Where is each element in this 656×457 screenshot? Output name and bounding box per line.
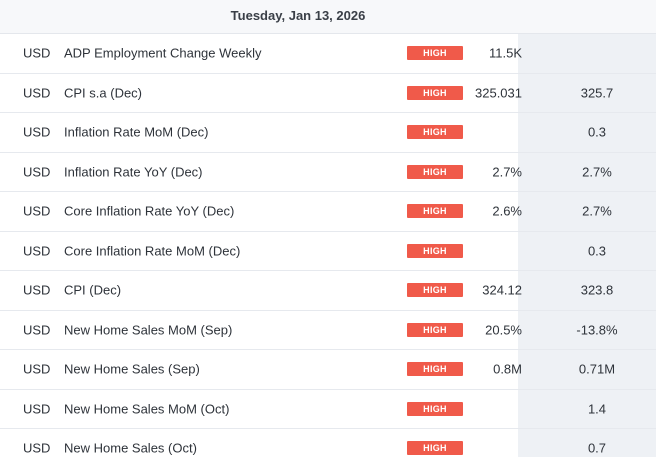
impact-badge: HIGH	[407, 164, 463, 179]
actual-value: 325.031	[475, 85, 522, 101]
currency-label: USD	[23, 361, 51, 377]
impact-badge: HIGH	[407, 322, 463, 337]
event-name[interactable]: New Home Sales (Oct)	[64, 440, 197, 456]
event-row[interactable]: USD Core Inflation Rate YoY (Dec) HIGH 2…	[0, 192, 656, 232]
event-name[interactable]: CPI s.a (Dec)	[64, 85, 143, 101]
currency-label: USD	[23, 164, 51, 180]
actual-value: 2.6%	[492, 203, 522, 219]
impact-badge: HIGH	[407, 441, 463, 456]
date-label: Tuesday, Jan 13, 2026	[230, 8, 366, 23]
impact-badge: HIGH	[407, 204, 463, 219]
previous-value: 325.7	[580, 85, 614, 101]
event-row[interactable]: USD New Home Sales (Sep) HIGH 0.8M 0.71M	[0, 350, 656, 390]
date-header: Tuesday, Jan 13, 2026	[0, 0, 656, 34]
previous-value: 0.3	[587, 243, 607, 259]
event-name[interactable]: Core Inflation Rate MoM (Dec)	[64, 243, 241, 259]
event-row[interactable]: USD CPI (Dec) HIGH 324.12 323.8	[0, 271, 656, 311]
actual-value: 2.7%	[492, 164, 522, 180]
event-name[interactable]: ADP Employment Change Weekly	[64, 45, 262, 61]
impact-badge: HIGH	[407, 243, 463, 258]
currency-label: USD	[23, 282, 51, 298]
previous-value: 2.7%	[582, 164, 612, 180]
currency-label: USD	[23, 322, 51, 338]
event-row[interactable]: USD Inflation Rate MoM (Dec) HIGH 0.3	[0, 113, 656, 153]
previous-column-background	[518, 0, 656, 457]
event-row[interactable]: USD CPI s.a (Dec) HIGH 325.031 325.7	[0, 74, 656, 113]
currency-label: USD	[23, 203, 51, 219]
previous-value: 0.3	[587, 124, 607, 140]
currency-label: USD	[23, 124, 51, 140]
previous-value: 2.7%	[582, 203, 612, 219]
event-name[interactable]: CPI (Dec)	[64, 282, 122, 298]
event-row[interactable]: USD New Home Sales MoM (Sep) HIGH 20.5% …	[0, 311, 656, 350]
previous-value: 0.71M	[578, 361, 616, 377]
event-name[interactable]: New Home Sales MoM (Sep)	[64, 322, 233, 338]
previous-value: 323.8	[580, 282, 614, 298]
event-name[interactable]: New Home Sales (Sep)	[64, 361, 200, 377]
previous-value: 0.7	[587, 440, 607, 456]
currency-label: USD	[23, 401, 51, 417]
impact-badge: HIGH	[407, 283, 463, 298]
currency-label: USD	[23, 45, 51, 61]
currency-label: USD	[23, 440, 51, 456]
event-row[interactable]: USD Core Inflation Rate MoM (Dec) HIGH 0…	[0, 232, 656, 271]
event-name[interactable]: Core Inflation Rate YoY (Dec)	[64, 203, 235, 219]
actual-value: 0.8M	[493, 361, 522, 377]
event-name[interactable]: Inflation Rate YoY (Dec)	[64, 164, 203, 180]
event-name[interactable]: New Home Sales MoM (Oct)	[64, 401, 230, 417]
previous-value: -13.8%	[576, 322, 618, 338]
event-row[interactable]: USD Inflation Rate YoY (Dec) HIGH 2.7% 2…	[0, 153, 656, 192]
actual-value: 20.5%	[485, 322, 522, 338]
impact-badge: HIGH	[407, 401, 463, 416]
event-row[interactable]: USD ADP Employment Change Weekly HIGH 11…	[0, 34, 656, 74]
actual-value: 11.5K	[488, 45, 522, 61]
actual-value: 324.12	[482, 282, 522, 298]
impact-badge: HIGH	[407, 85, 463, 100]
impact-badge: HIGH	[407, 362, 463, 377]
currency-label: USD	[23, 243, 51, 259]
event-row[interactable]: USD New Home Sales (Oct) HIGH 0.7	[0, 429, 656, 457]
event-name[interactable]: Inflation Rate MoM (Dec)	[64, 124, 209, 140]
currency-label: USD	[23, 85, 51, 101]
impact-badge: HIGH	[407, 125, 463, 140]
event-row[interactable]: USD New Home Sales MoM (Oct) HIGH 1.4	[0, 390, 656, 429]
previous-value: 1.4	[587, 401, 607, 417]
event-list: USD ADP Employment Change Weekly HIGH 11…	[0, 34, 656, 457]
impact-badge: HIGH	[407, 46, 463, 61]
